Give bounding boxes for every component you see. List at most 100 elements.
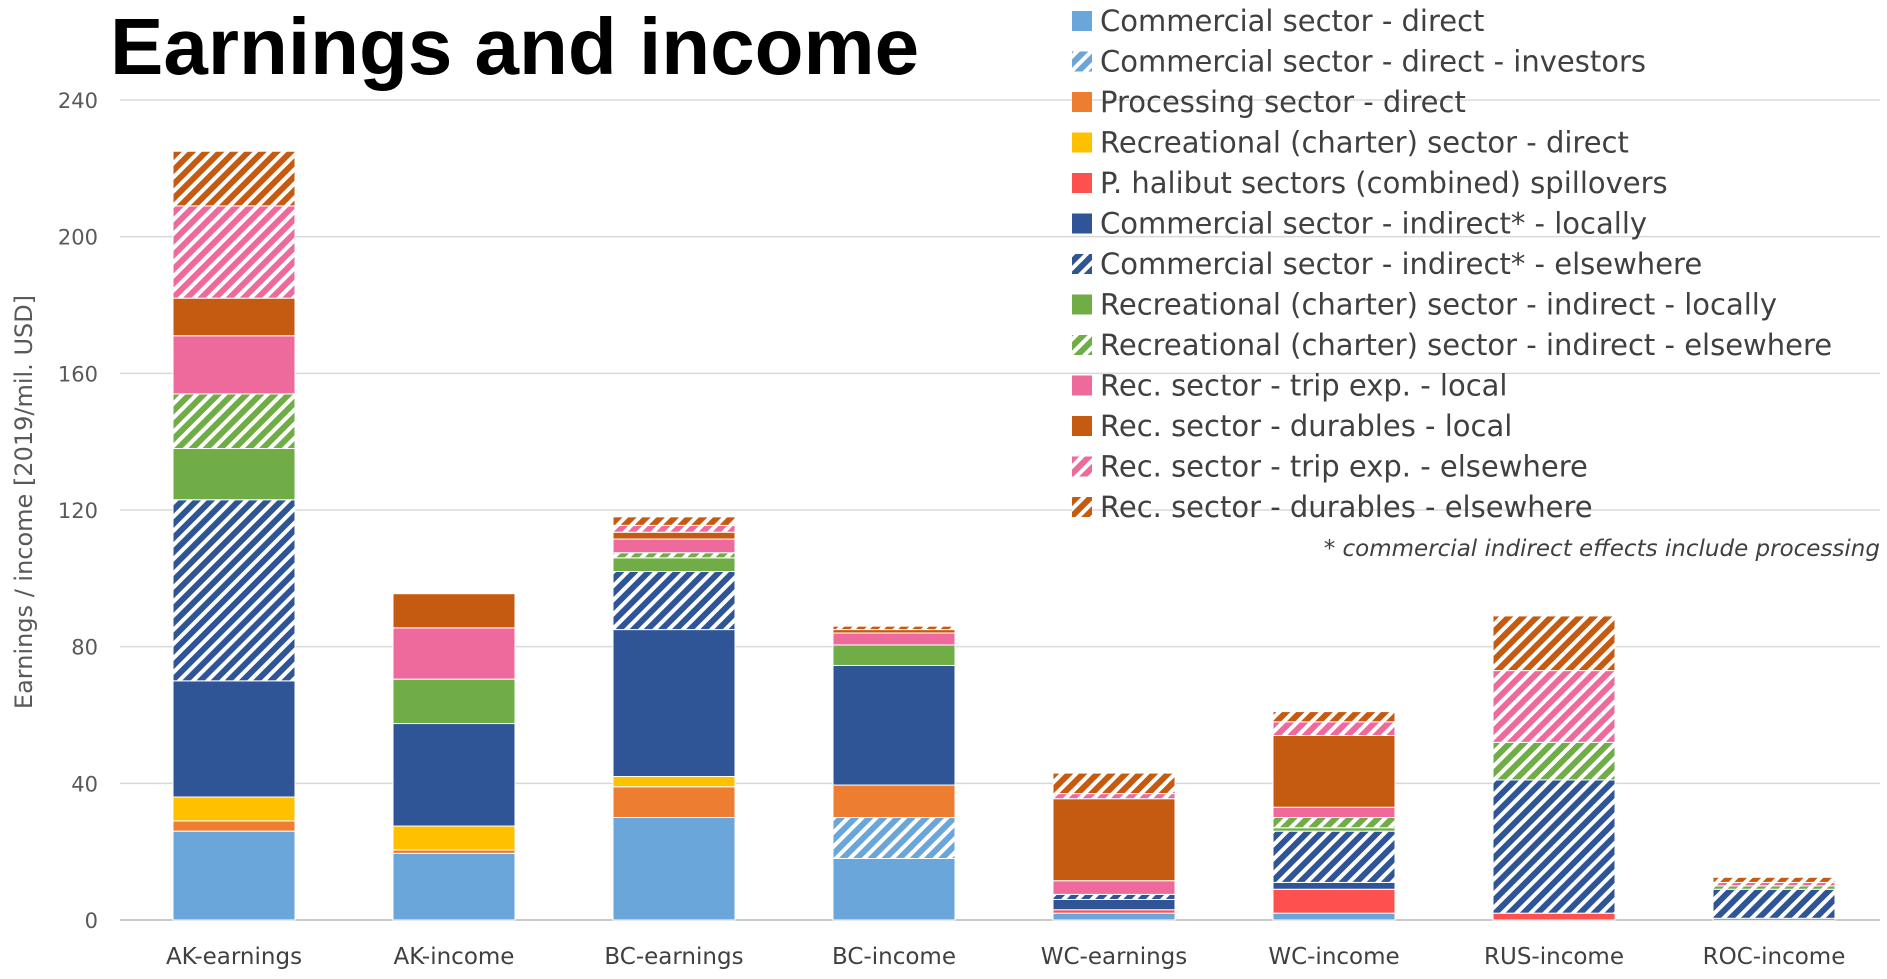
bars <box>172 150 1836 921</box>
bar-segment-recreational-charter-sector-indirect-elsewhere <box>172 393 296 450</box>
bar-segment-commercial-sector-indirect-elsewhere <box>1052 893 1176 900</box>
bar-segment-recreational-charter-sector-direct <box>612 776 736 788</box>
bar-segment-recreational-charter-sector-indirect-locally <box>392 678 516 725</box>
y-tick-label: 120 <box>58 499 98 523</box>
legend-item: Commercial sector - indirect* - elsewher… <box>1072 247 1702 281</box>
legend-swatch <box>1072 51 1092 72</box>
bar-segment-rec-sector-durables-elsewhere <box>832 625 956 631</box>
bar-segment-commercial-sector-indirect-locally <box>1052 899 1176 911</box>
legend-label: Commercial sector - direct - investors <box>1100 45 1646 79</box>
bar-segment-processing-sector-direct <box>392 849 516 854</box>
bar-segment-commercial-sector-direct <box>172 830 296 921</box>
legend-item: Commercial sector - indirect* - locally <box>1072 207 1647 241</box>
legend-item: P. halibut sectors (combined) spillovers <box>1072 166 1668 200</box>
bar-segment-commercial-sector-indirect-elsewhere <box>1492 779 1616 914</box>
bar-segment-commercial-sector-direct <box>832 858 956 921</box>
legend-item: Rec. sector - durables - local <box>1072 409 1512 443</box>
bar-segment-p-halibut-sectors-combined-spillovers <box>1492 912 1616 921</box>
bar-stack-rus-income <box>1492 615 1616 921</box>
chart-title: Earnings and income <box>110 2 919 91</box>
bar-segment-rec-sector-durables-elsewhere <box>1272 711 1396 723</box>
bar-segment-recreational-charter-sector-indirect-locally <box>832 644 956 666</box>
bar-segment-rec-sector-trip-exp-local <box>832 632 956 646</box>
bar-segment-rec-sector-durables-elsewhere <box>1712 876 1836 883</box>
bar-stack-bc-earnings <box>612 516 736 921</box>
x-tick-label: WC-earnings <box>1041 944 1188 970</box>
legend-item: Rec. sector - trip exp. - elsewhere <box>1072 450 1588 484</box>
bar-segment-recreational-charter-sector-indirect-locally <box>172 448 296 501</box>
bar-segment-rec-sector-trip-exp-local <box>1272 806 1396 818</box>
bar-segment-rec-sector-durables-elsewhere <box>172 150 296 207</box>
bar-segment-rec-sector-durables-elsewhere <box>1492 615 1616 672</box>
bar-stack-ak-earnings <box>172 150 296 921</box>
bar-segment-rec-sector-trip-exp-elsewhere <box>1052 793 1176 800</box>
x-tick-label: BC-earnings <box>604 944 743 970</box>
bar-segment-recreational-charter-sector-direct <box>392 825 516 851</box>
bar-segment-commercial-sector-indirect-locally <box>392 723 516 827</box>
bar-segment-recreational-charter-sector-indirect-elsewhere <box>1492 741 1616 781</box>
legend-label: Commercial sector - direct <box>1100 4 1484 38</box>
bar-segment-commercial-sector-indirect-locally <box>832 664 956 786</box>
bar-segment-commercial-sector-indirect-locally <box>612 629 736 777</box>
bar-segment-recreational-charter-sector-direct <box>172 796 296 822</box>
bar-segment-recreational-charter-sector-indirect-locally <box>1272 827 1396 832</box>
bar-segment-processing-sector-direct <box>612 786 736 818</box>
y-tick-label: 160 <box>58 362 98 386</box>
legend-label: Rec. sector - trip exp. - elsewhere <box>1100 450 1588 484</box>
y-tick-label: 80 <box>71 636 98 660</box>
y-axis-label: Earnings / income [2019/mil. USD] <box>10 295 38 709</box>
bar-segment-rec-sector-durables-local <box>172 297 296 337</box>
legend-swatch <box>1072 335 1092 355</box>
legend-item: Recreational (charter) sector - direct <box>1072 126 1629 160</box>
x-tick-label: ROC-income <box>1703 944 1846 970</box>
legend-label: Rec. sector - trip exp. - local <box>1100 369 1507 403</box>
bar-segment-commercial-sector-direct <box>612 817 736 921</box>
bar-segment-rec-sector-trip-exp-elsewhere <box>1272 721 1396 736</box>
x-axis-ticks: AK-earnings AK-income BC-earnings BC-income… <box>166 944 1845 970</box>
bar-stack-bc-income <box>832 625 956 921</box>
y-tick-label: 200 <box>58 226 98 250</box>
legend-label: Commercial sector - indirect* - elsewher… <box>1100 247 1702 281</box>
bar-segment-rec-sector-durables-local <box>392 593 516 629</box>
bar-segment-rec-sector-durables-elsewhere <box>1052 772 1176 795</box>
bar-segment-commercial-sector-direct <box>392 852 516 921</box>
bar-segment-p-halibut-sectors-combined-spillovers <box>1052 909 1176 914</box>
bar-stack-wc-income <box>1272 711 1396 921</box>
bar-segment-rec-sector-durables-local <box>1052 798 1176 882</box>
x-tick-label: WC-income <box>1268 944 1399 970</box>
legend-item: Rec. sector - durables - elsewhere <box>1072 490 1593 524</box>
legend-swatch <box>1072 173 1092 193</box>
bar-segment-rec-sector-trip-exp-local <box>612 538 736 554</box>
bar-segment-recreational-charter-sector-indirect-elsewhere <box>1712 885 1836 890</box>
legend-swatch <box>1072 132 1092 153</box>
legend-item: Commercial sector - direct - investors <box>1072 45 1646 79</box>
bar-stack-wc-earnings <box>1052 772 1176 921</box>
bar-segment-commercial-sector-indirect-elsewhere <box>1272 830 1396 883</box>
legend-swatch <box>1072 294 1092 315</box>
bar-segment-rec-sector-durables-local <box>1272 735 1396 808</box>
legend-swatch <box>1072 456 1092 477</box>
bar-segment-commercial-sector-direct-investors <box>832 817 956 859</box>
y-tick-label: 240 <box>58 89 98 113</box>
x-tick-label: AK-income <box>394 944 515 970</box>
legend-label: Rec. sector - durables - local <box>1100 409 1512 443</box>
bar-segment-commercial-sector-direct <box>1052 912 1176 921</box>
legend-label: Recreational (charter) sector - indirect… <box>1100 288 1777 322</box>
bar-segment-processing-sector-direct <box>172 820 296 832</box>
y-tick-label: 40 <box>71 772 98 796</box>
legend-swatch <box>1072 92 1092 112</box>
bar-segment-rec-sector-trip-exp-elsewhere <box>612 524 736 533</box>
bar-segment-rec-sector-trip-exp-local <box>1052 880 1176 895</box>
legend-label: Recreational (charter) sector - direct <box>1100 126 1629 160</box>
y-tick-label: 0 <box>85 909 98 933</box>
bar-segment-commercial-sector-indirect-locally <box>1272 881 1396 890</box>
bar-segment-commercial-sector-direct <box>1272 912 1396 921</box>
legend-item: Recreational (charter) sector - indirect… <box>1072 328 1832 362</box>
bar-segment-rec-sector-durables-elsewhere <box>612 516 736 526</box>
bar-segment-rec-sector-trip-exp-local <box>172 335 296 395</box>
bar-segment-rec-sector-durables-local <box>832 629 956 634</box>
bar-segment-rec-sector-trip-exp-elsewhere <box>1492 670 1616 743</box>
bar-segment-commercial-sector-indirect-elsewhere <box>612 571 736 631</box>
bar-segment-recreational-charter-sector-indirect-locally <box>612 557 736 572</box>
